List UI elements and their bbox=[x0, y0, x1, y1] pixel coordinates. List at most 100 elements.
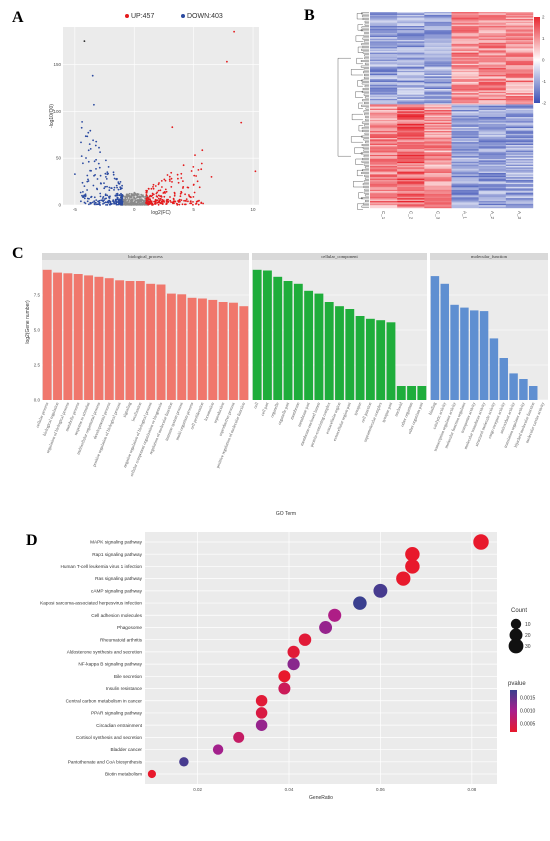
go-y-tick-label: 0.0 bbox=[34, 398, 41, 403]
heatmap-cell bbox=[478, 58, 507, 60]
heatmap-cell bbox=[424, 205, 452, 207]
volcano-point bbox=[159, 195, 162, 198]
heatmap-cell bbox=[397, 62, 425, 64]
heatmap-cell bbox=[505, 87, 534, 90]
heatmap-cell bbox=[424, 121, 452, 123]
volcano-point bbox=[145, 202, 148, 205]
heatmap-cell bbox=[370, 131, 398, 133]
go-bar bbox=[156, 284, 166, 400]
heatmap-column-label: C_2 bbox=[408, 211, 413, 220]
volcano-point bbox=[98, 146, 100, 149]
go-bar bbox=[177, 294, 187, 400]
heatmap-cell bbox=[424, 97, 452, 99]
heatmap-cell bbox=[478, 45, 507, 48]
volcano-point bbox=[162, 200, 165, 203]
go-bar bbox=[430, 276, 440, 400]
heatmap-cell bbox=[397, 195, 425, 197]
heatmap-cell bbox=[505, 154, 534, 157]
volcano-point bbox=[116, 203, 118, 206]
heatmap-cell bbox=[505, 61, 534, 63]
volcano-point bbox=[117, 181, 120, 184]
heatmap-cell bbox=[451, 38, 479, 41]
heatmap-cell bbox=[424, 51, 452, 53]
heatmap-cell bbox=[451, 161, 479, 164]
volcano-point bbox=[81, 181, 84, 184]
volcano-point bbox=[160, 200, 163, 203]
volcano-point bbox=[145, 197, 148, 200]
go-facet-title: biological_process bbox=[128, 254, 163, 259]
volcano-point bbox=[153, 203, 156, 205]
heatmap-cell bbox=[397, 82, 425, 84]
heatmap-cell bbox=[397, 21, 425, 24]
heatmap-cell bbox=[424, 96, 452, 98]
volcano-point bbox=[152, 187, 155, 190]
heatmap-cell bbox=[505, 149, 534, 151]
kegg-pathway-label: Ras signaling pathway bbox=[95, 576, 143, 581]
heatmap-cell bbox=[478, 59, 507, 62]
heatmap-cell bbox=[451, 48, 479, 50]
kegg-bubble bbox=[179, 757, 189, 767]
heatmap-cell bbox=[424, 14, 452, 17]
heatmap-cell bbox=[397, 202, 425, 204]
heatmap-cell bbox=[505, 192, 534, 195]
heatmap-cell bbox=[370, 33, 398, 35]
heatmap-cell bbox=[505, 175, 534, 178]
volcano-point bbox=[129, 199, 132, 202]
heatmap-cell bbox=[451, 195, 479, 197]
heatmap-cell bbox=[424, 159, 452, 161]
heatmap-cell bbox=[505, 201, 534, 203]
heatmap-cell bbox=[424, 140, 452, 143]
volcano-point bbox=[124, 199, 127, 202]
volcano-point bbox=[95, 158, 97, 161]
heatmap-cell bbox=[451, 168, 479, 171]
heatmap-cell bbox=[424, 20, 452, 22]
heatmap-cell bbox=[370, 195, 398, 197]
heatmap-cell bbox=[478, 147, 507, 150]
heatmap-cell bbox=[478, 90, 507, 92]
heatmap-cell bbox=[424, 175, 452, 178]
count-legend-label: 20 bbox=[525, 633, 531, 639]
heatmap-cell bbox=[451, 72, 479, 74]
heatmap-cell bbox=[478, 112, 507, 115]
volcano-point bbox=[112, 171, 115, 174]
volcano-point bbox=[179, 192, 182, 195]
volcano-point bbox=[86, 174, 89, 177]
heatmap-cell bbox=[505, 107, 534, 109]
volcano-point bbox=[104, 201, 107, 204]
heatmap-cell bbox=[397, 42, 425, 45]
heatmap-cell bbox=[370, 47, 398, 49]
volcano-point bbox=[172, 202, 174, 205]
heatmap-cell bbox=[478, 31, 507, 34]
volcano-point bbox=[172, 198, 175, 201]
go-bar bbox=[460, 307, 469, 400]
heatmap-cell bbox=[370, 37, 398, 39]
heatmap-cell bbox=[478, 40, 507, 42]
heatmap-cell bbox=[370, 20, 398, 22]
heatmap-cell bbox=[451, 121, 479, 123]
heatmap-cell bbox=[370, 40, 398, 42]
volcano-point bbox=[104, 185, 107, 188]
go-bar bbox=[519, 379, 528, 400]
heatmap-cell bbox=[370, 28, 398, 31]
volcano-point bbox=[84, 135, 87, 138]
volcano-point bbox=[180, 190, 183, 193]
volcano-point bbox=[163, 178, 166, 181]
heatmap-cell bbox=[397, 167, 425, 169]
volcano-point bbox=[160, 180, 163, 182]
kegg-bubble bbox=[396, 571, 411, 586]
volcano-point bbox=[104, 172, 107, 175]
volcano-point bbox=[180, 199, 183, 202]
heatmap-cell bbox=[397, 126, 425, 129]
heatmap-cell bbox=[424, 76, 452, 78]
heatmap-cell bbox=[370, 191, 398, 193]
volcano-point bbox=[104, 194, 107, 197]
volcano-point bbox=[166, 174, 169, 176]
heatmap-cell bbox=[370, 202, 398, 204]
kegg-bubble bbox=[353, 596, 367, 610]
heatmap-cell bbox=[505, 133, 534, 136]
heatmap-cell bbox=[370, 87, 398, 90]
volcano-point bbox=[149, 198, 151, 201]
heatmap-cell bbox=[451, 82, 479, 84]
kegg-bubble bbox=[473, 534, 489, 550]
